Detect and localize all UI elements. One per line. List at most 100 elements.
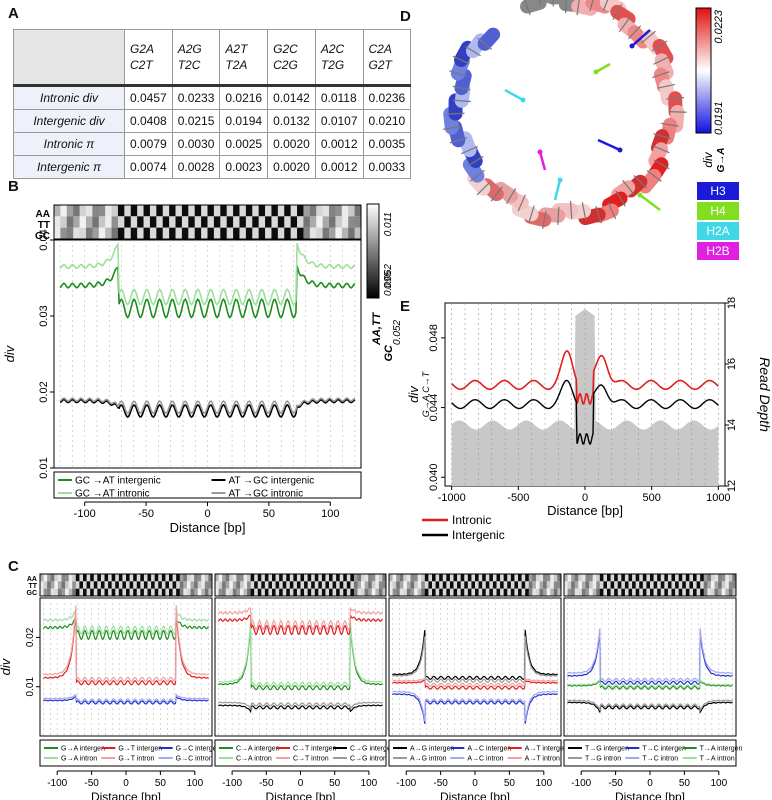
track-cell: [518, 588, 522, 596]
track-cell: [239, 216, 247, 228]
track-cell: [154, 581, 159, 589]
x-tick-label: -100: [74, 508, 96, 520]
track-cell: [325, 588, 330, 596]
track-cell: [446, 588, 451, 596]
base-pair: [653, 159, 670, 170]
track-cell: [254, 574, 259, 582]
x-axis-label: Distance [bp]: [615, 790, 685, 800]
track-cell: [188, 227, 196, 239]
x-tick-label: 50: [679, 778, 691, 789]
track-cell: [43, 574, 48, 582]
track-cell: [183, 581, 188, 589]
base-pair: [461, 145, 478, 155]
track-cell: [664, 574, 669, 582]
track-cell: [271, 216, 279, 228]
panel-letter-b: B: [8, 178, 19, 195]
track-cell: [239, 205, 247, 217]
track-frame: [53, 204, 362, 240]
track-cell: [201, 227, 208, 239]
track-cell: [122, 588, 127, 596]
track-cell: [403, 581, 408, 589]
track-cell: [375, 588, 380, 596]
track-cell: [678, 588, 683, 596]
track-cell: [707, 588, 712, 596]
track-cell: [162, 227, 170, 239]
track-cell: [318, 581, 323, 589]
track-cell: [239, 581, 244, 589]
track-cell: [336, 581, 341, 589]
track-cell: [728, 581, 733, 589]
track-cell: [389, 581, 393, 589]
track-cell: [539, 588, 544, 596]
track-cell: [475, 581, 479, 589]
track-cell: [350, 581, 355, 589]
track-cell: [518, 581, 522, 589]
track-cell: [518, 574, 522, 582]
track-cell: [489, 581, 494, 589]
colorbar-label: 0.052: [392, 320, 403, 345]
track-cell: [439, 581, 444, 589]
track-cell: [603, 588, 608, 596]
track-cell: [105, 227, 112, 239]
track-cell: [700, 588, 705, 596]
series-line: [392, 629, 558, 680]
track-cell: [68, 581, 73, 589]
track-cell: [329, 227, 336, 239]
track-cell: [607, 574, 611, 582]
track-cell: [92, 227, 100, 239]
track-cell: [475, 588, 479, 596]
track-cell: [689, 574, 694, 582]
legend-label: C→T intergen: [293, 745, 337, 752]
track-cell: [79, 227, 87, 239]
legend-label: T→C intron: [642, 755, 678, 762]
track-cell: [309, 227, 317, 239]
legend-label: A→C intron: [467, 755, 503, 762]
legend-label: G→T intron: [118, 755, 154, 762]
dna-segment: [477, 27, 501, 51]
x-tick-label: -50: [138, 508, 154, 520]
track-cell: [642, 574, 647, 582]
track-cell: [671, 574, 676, 582]
track-cell: [471, 581, 476, 589]
track-cell: [309, 216, 317, 228]
track-cell: [236, 574, 241, 582]
track-cell: [54, 574, 59, 582]
track-cell: [500, 581, 505, 589]
track-cell: [467, 574, 472, 582]
track-cell: [169, 588, 173, 596]
track-cell: [428, 581, 433, 589]
track-cell: [325, 581, 330, 589]
track-cell: [104, 588, 109, 596]
track-cell: [628, 581, 633, 589]
track-cell: [496, 588, 501, 596]
track-cell: [382, 574, 387, 582]
track-cell: [357, 574, 362, 582]
track-cell: [300, 574, 305, 582]
track-cell: [233, 227, 240, 239]
dna-segment: [610, 4, 636, 27]
series-line: [43, 605, 209, 683]
track-cell: [578, 581, 583, 589]
track-cell: [290, 205, 298, 217]
base-pair: [589, 0, 594, 12]
track-cell: [136, 574, 141, 582]
base-pair: [652, 71, 670, 79]
track-cell: [215, 588, 219, 596]
base-pair: [595, 205, 602, 224]
track-cell: [322, 216, 330, 228]
x-tick-label: 0: [472, 778, 478, 789]
x-tick-label: 50: [504, 778, 516, 789]
track-cell: [550, 581, 555, 589]
base-pair: [524, 0, 531, 16]
nucleosome-structure: [442, 0, 687, 230]
track-cell: [111, 581, 116, 589]
track-cell: [475, 574, 479, 582]
track-cell: [457, 588, 462, 596]
track-cell: [79, 216, 87, 228]
track-cell: [236, 588, 241, 596]
track-cell: [239, 588, 244, 596]
track-cell: [183, 588, 188, 596]
track-cell: [220, 227, 228, 239]
track-cell: [156, 227, 164, 239]
